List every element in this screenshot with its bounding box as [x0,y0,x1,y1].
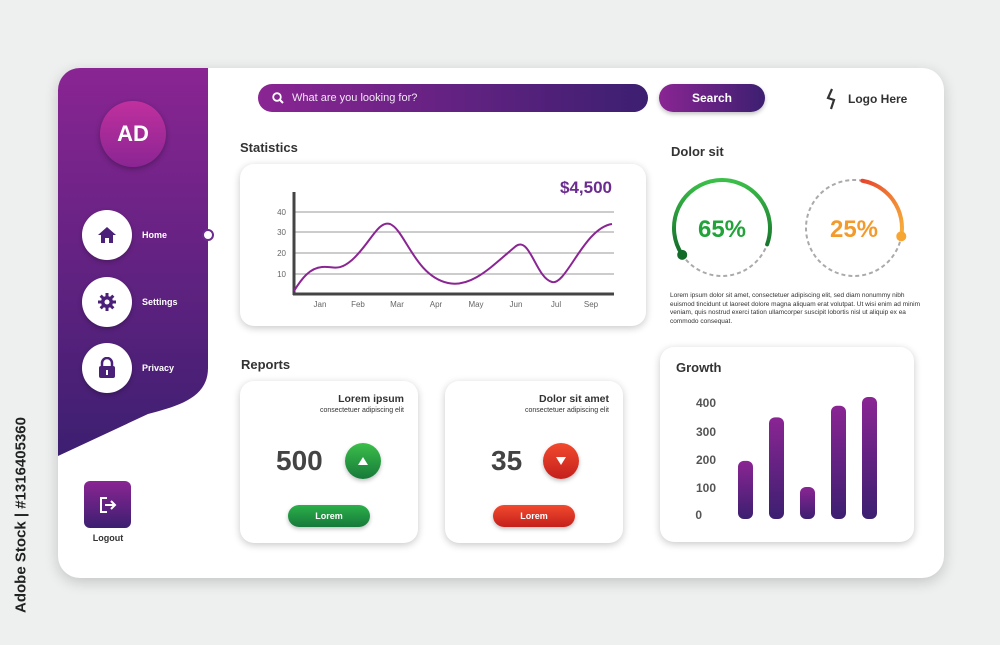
report-card-2: Dolor sit amet consectetuer adipiscing e… [445,381,623,543]
dashboard-window: AD Home Settings [58,68,944,578]
gauge-value: 25% [830,216,878,243]
search-bar[interactable] [258,84,648,112]
y-tick-label: 0 [695,508,702,522]
y-tick-label: 100 [696,481,716,495]
x-tick-label: May [468,300,483,309]
report-subtitle: consectetuer adipiscing elit [524,407,609,414]
gauge-2: 25% [805,178,907,277]
x-tick-label: Jun [510,300,523,309]
logo-icon [826,88,836,110]
report-card-1: Lorem ipsum consectetuer adipiscing elit… [240,381,418,543]
report-title: Dolor sit amet [538,393,609,405]
sidebar-item-privacy[interactable]: Privacy [82,343,192,393]
gauge-value: 65% [698,216,746,243]
statistics-series-line [293,222,613,292]
y-tick-label: 400 [696,396,716,410]
x-tick-label: Jul [551,300,561,309]
trend-down-icon [543,443,579,479]
report-subtitle: consectetuer adipiscing elit [319,407,404,414]
y-tick-label: 300 [696,425,716,439]
gauge-arc [672,178,772,257]
report-value: 500 [276,445,323,476]
statistics-value: $4,500 [560,178,612,197]
x-tick-label: Sep [584,300,599,309]
statistics-title: Statistics [240,140,298,155]
x-tick-label: Jan [314,300,327,309]
x-tick-label: Mar [390,300,404,309]
growth-bar-chart: 400 300 200 100 0 [695,396,877,522]
y-tick-label: 200 [696,453,716,467]
home-icon [82,210,132,260]
dolor-description: Lorem ipsum dolor sit amet, consectetuer… [670,292,921,325]
trend-up-icon [345,443,381,479]
reports-title: Reports [241,357,291,372]
sidebar-item-label: Privacy [142,363,175,373]
x-tick-label: Apr [430,300,443,309]
gauge-1: 65% [672,178,772,277]
sidebar-item-home[interactable]: Home [82,210,192,260]
gauge-knob [677,249,688,260]
search-button[interactable]: Search [659,84,765,112]
y-tick-label: 10 [277,270,286,279]
y-tick-label: 30 [277,228,286,237]
report-button[interactable]: Lorem [493,505,575,527]
logout-icon [99,496,116,513]
sidebar-item-label: Home [142,230,168,240]
active-indicator [202,229,214,241]
growth-card: Growth 400 300 200 100 0 [660,347,914,542]
gauge-knob [896,231,907,242]
logo: Logo Here [826,88,907,110]
y-tick-label: 40 [277,208,286,217]
growth-bar [862,397,877,519]
statistics-card: $4,500 40 30 20 10 Jan Feb Mar Apr May J… [240,164,646,326]
search-icon [272,92,284,104]
sidebar-item-settings[interactable]: Settings [82,277,192,327]
gauge-arc [860,178,904,239]
statistics-line-chart: 40 30 20 10 Jan Feb Mar Apr May Jun Jul … [277,192,614,309]
x-tick-label: Feb [351,300,365,309]
gauges: 65% 25% [672,178,907,277]
report-value: 35 [491,445,523,476]
logout-label: Logout [92,533,124,543]
growth-bar [831,405,846,519]
growth-title: Growth [676,360,722,375]
gear-icon [82,277,132,327]
lock-icon [82,343,132,393]
avatar[interactable]: AD [100,101,166,167]
watermark: Adobe Stock | #1316405360 [12,417,30,613]
report-button[interactable]: Lorem [288,505,370,527]
search-input[interactable] [292,92,612,104]
sidebar-item-label: Settings [142,297,178,307]
growth-bar [769,417,784,519]
report-title: Lorem ipsum [338,393,404,405]
growth-bar [738,460,753,519]
y-tick-label: 20 [277,249,286,258]
growth-bar [800,487,815,519]
dolor-title: Dolor sit [671,144,724,159]
logo-text: Logo Here [848,92,908,106]
logout-button[interactable] [84,481,131,528]
